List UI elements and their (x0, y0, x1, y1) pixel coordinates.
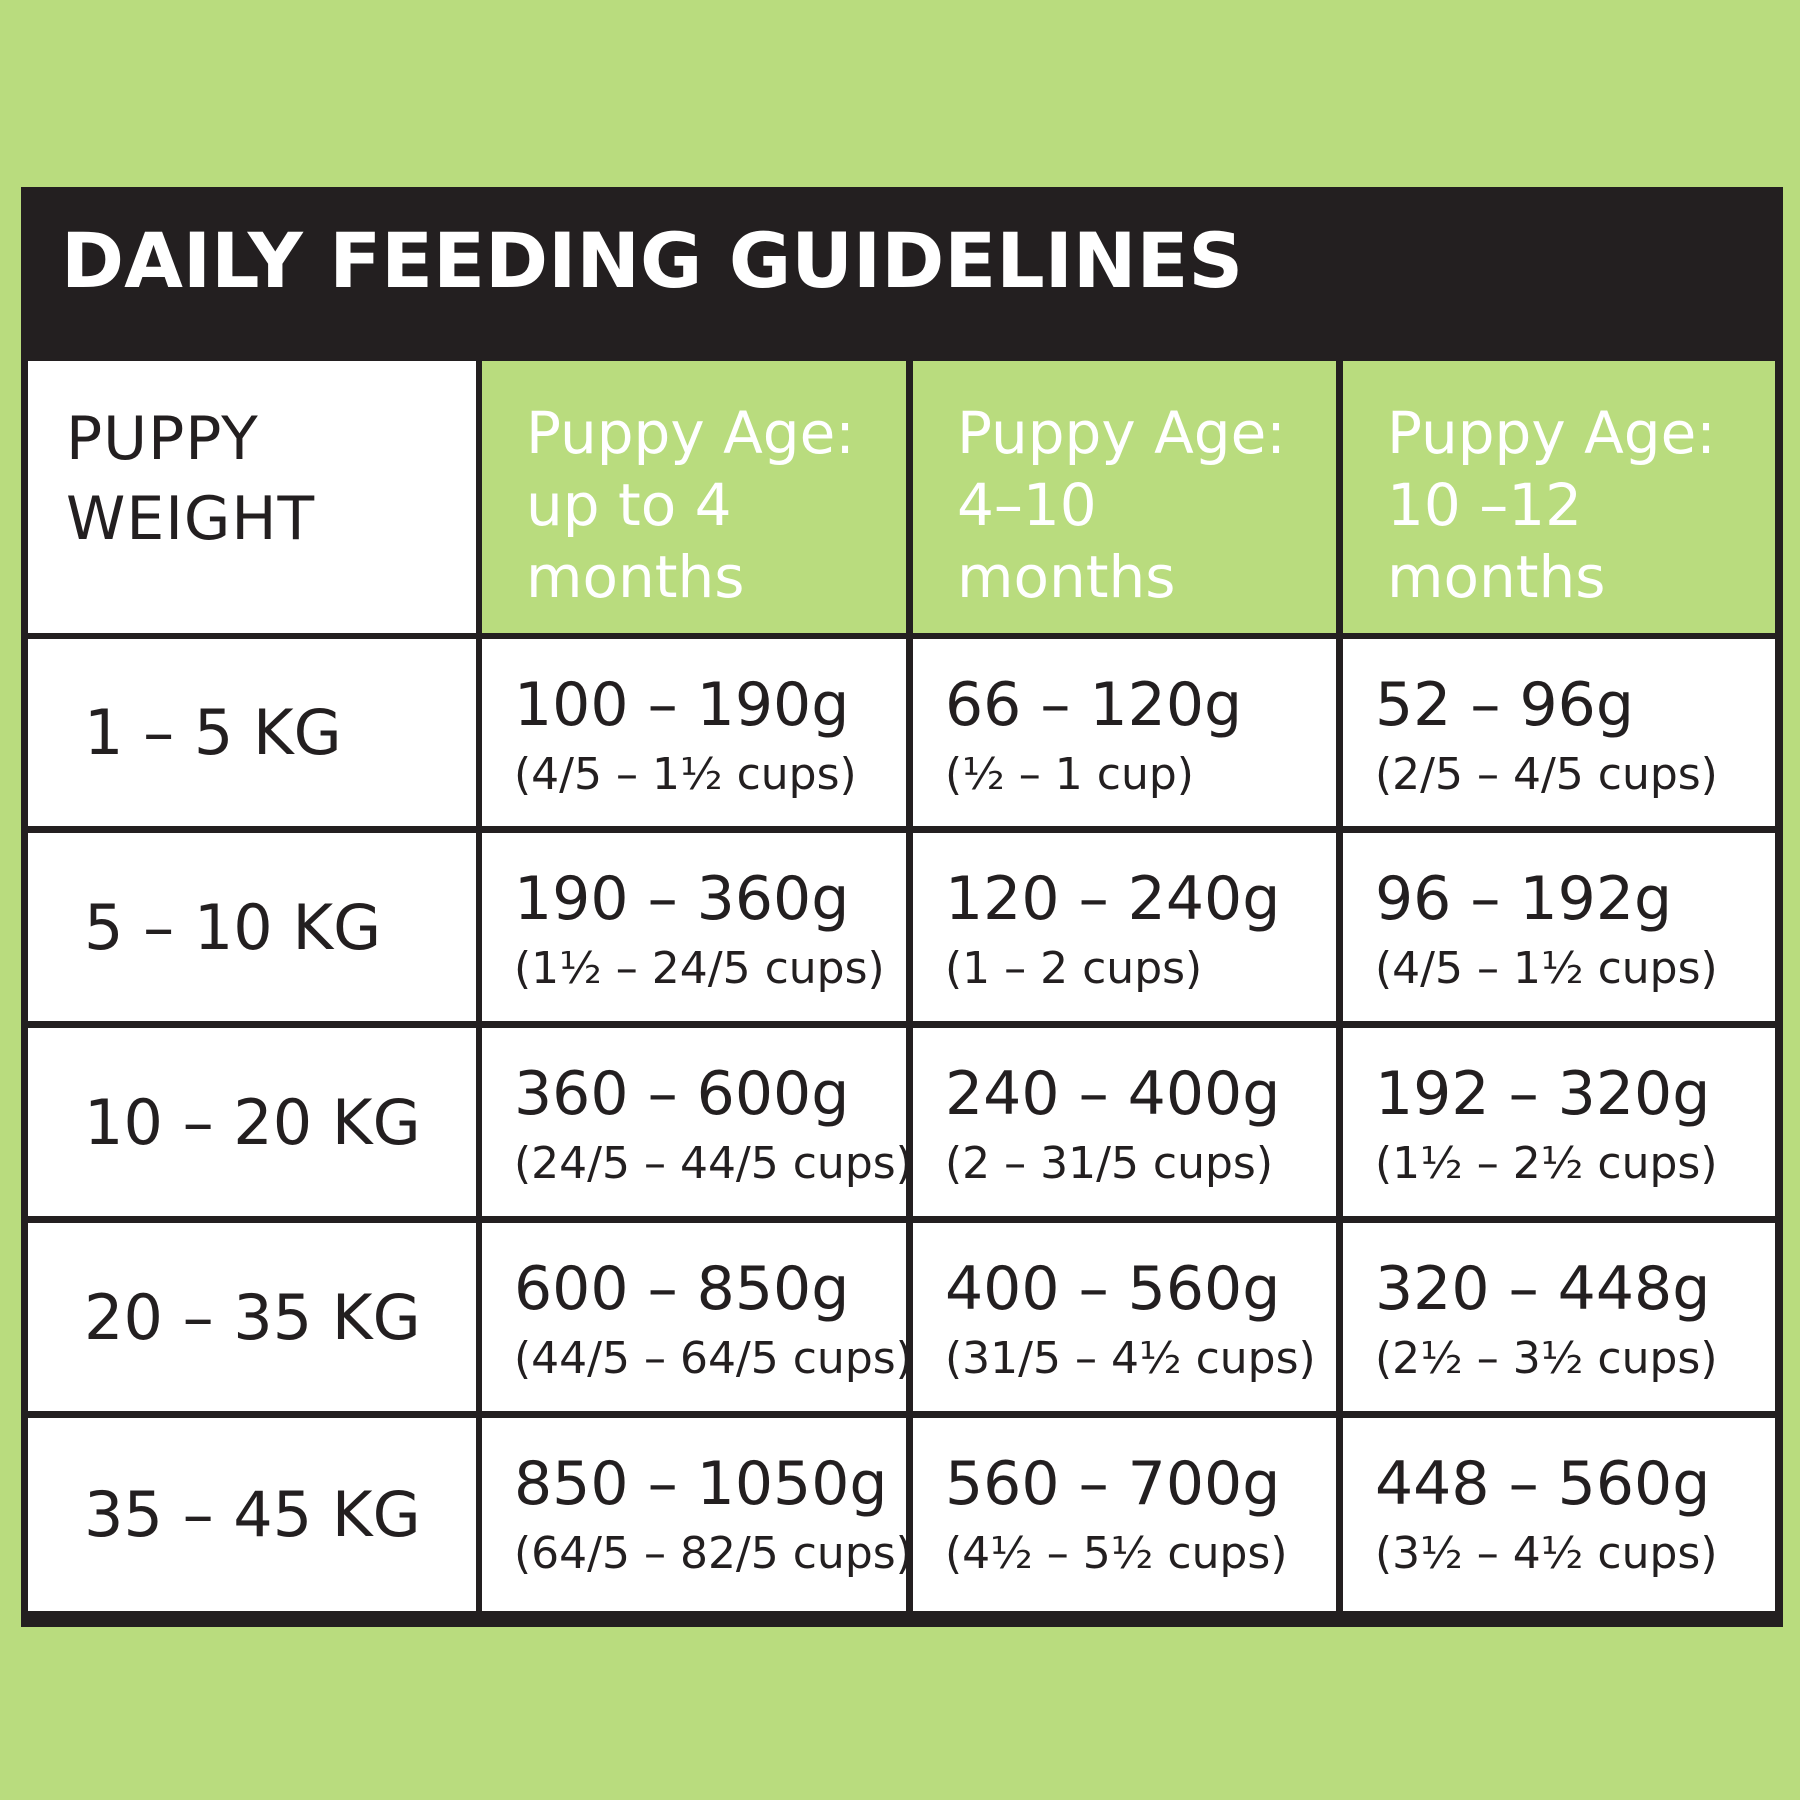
age-header-cell-2: Puppy Age: 4–10 months (913, 361, 1336, 633)
table-row-1-weight-cell: 1 – 5 KG (28, 639, 476, 826)
feeding-amount: 192 – 320g (1½ – 2½ cups) (1375, 1058, 1718, 1198)
weight-label: 10 – 20 KG (84, 1085, 421, 1159)
table-row-5-amount-cell-1: 850 – 1050g (64/5 – 82/5 cups) (482, 1418, 913, 1611)
grams-value: 448 – 560g (1375, 1449, 1711, 1519)
table-row-2-amount-cell-3: 96 – 192g (4/5 – 1½ cups) (1343, 833, 1775, 1021)
feeding-amount: 850 – 1050g (64/5 – 82/5 cups) (514, 1448, 913, 1588)
feeding-amount: 320 – 448g (2½ – 3½ cups) (1375, 1253, 1718, 1393)
feeding-amount: 360 – 600g (24/5 – 44/5 cups) (514, 1058, 913, 1198)
table-row-3-amount-cell-1: 360 – 600g (24/5 – 44/5 cups) (482, 1028, 913, 1216)
age-header-2-line-1: Puppy Age: (957, 399, 1286, 467)
weight-label: 35 – 45 KG (84, 1478, 421, 1551)
grams-value: 360 – 600g (514, 1059, 850, 1129)
cups-value: (31/5 – 4½ cups) (945, 1333, 1316, 1384)
cups-value: (64/5 – 82/5 cups) (514, 1528, 913, 1579)
grams-value: 192 – 320g (1375, 1059, 1711, 1129)
age-header-3-line-1: Puppy Age: (1387, 399, 1716, 467)
feeding-amount: 600 – 850g (44/5 – 64/5 cups) (514, 1253, 913, 1393)
table-row-1-amount-cell-2: 66 – 120g (½ – 1 cup) (913, 639, 1336, 826)
cups-value: (24/5 – 44/5 cups) (514, 1138, 913, 1189)
age-header-3: Puppy Age: 10 –12 months (1387, 397, 1716, 613)
age-header-2: Puppy Age: 4–10 months (957, 397, 1286, 613)
age-header-2-line-2: 4–10 (957, 471, 1097, 539)
table-row-5-amount-cell-3: 448 – 560g (3½ – 4½ cups) (1343, 1418, 1775, 1611)
table-row-4-amount-cell-1: 600 – 850g (44/5 – 64/5 cups) (482, 1223, 913, 1411)
cups-value: (2/5 – 4/5 cups) (1375, 749, 1718, 800)
age-header-1-line-3: months (526, 543, 745, 611)
feeding-amount: 96 – 192g (4/5 – 1½ cups) (1375, 863, 1718, 1003)
grams-value: 190 – 360g (514, 864, 850, 934)
grams-value: 400 – 560g (945, 1254, 1281, 1324)
corner-header-line-2: WEIGHT (66, 484, 316, 554)
grams-value: 66 – 120g (945, 670, 1243, 740)
puppy-weight-header: PUPPY WEIGHT (66, 399, 315, 559)
cups-value: (1 – 2 cups) (945, 943, 1203, 994)
feeding-amount: 400 – 560g (31/5 – 4½ cups) (945, 1253, 1316, 1393)
age-header-3-line-2: 10 –12 (1387, 471, 1583, 539)
age-header-1-line-1: Puppy Age: (526, 399, 855, 467)
grams-value: 120 – 240g (945, 864, 1281, 934)
cups-value: (4/5 – 1½ cups) (1375, 943, 1718, 994)
corner-header-line-1: PUPPY (66, 404, 259, 474)
table-row-4-amount-cell-3: 320 – 448g (2½ – 3½ cups) (1343, 1223, 1775, 1411)
grams-value: 240 – 400g (945, 1059, 1281, 1129)
cups-value: (2 – 31/5 cups) (945, 1138, 1274, 1189)
table-row-1-amount-cell-3: 52 – 96g (2/5 – 4/5 cups) (1343, 639, 1775, 826)
age-header-2-line-3: months (957, 543, 1176, 611)
corner-header-cell: PUPPY WEIGHT (28, 361, 476, 633)
age-header-1: Puppy Age: up to 4 months (526, 397, 855, 613)
table-row-2-amount-cell-1: 190 – 360g (1½ – 24/5 cups) (482, 833, 906, 1021)
feeding-guidelines-panel: DAILY FEEDING GUIDELINES PUPPY WEIGHT Pu… (21, 187, 1783, 1627)
grams-value: 850 – 1050g (514, 1449, 888, 1519)
weight-label: 5 – 10 KG (84, 890, 382, 964)
feeding-amount: 448 – 560g (3½ – 4½ cups) (1375, 1448, 1718, 1588)
grams-value: 320 – 448g (1375, 1254, 1711, 1324)
page-title: DAILY FEEDING GUIDELINES (61, 216, 1244, 305)
table-row-1-amount-cell-1: 100 – 190g (4/5 – 1½ cups) (482, 639, 906, 826)
cups-value: (4½ – 5½ cups) (945, 1528, 1288, 1579)
table-row-2-weight-cell: 5 – 10 KG (28, 833, 476, 1021)
table-row-5-weight-cell: 35 – 45 KG (28, 1418, 476, 1611)
age-header-cell-1: Puppy Age: up to 4 months (482, 361, 906, 633)
cups-value: (½ – 1 cup) (945, 749, 1194, 800)
feeding-amount: 52 – 96g (2/5 – 4/5 cups) (1375, 669, 1718, 809)
grams-value: 52 – 96g (1375, 670, 1634, 740)
cups-value: (3½ – 4½ cups) (1375, 1528, 1718, 1579)
cups-value: (1½ – 2½ cups) (1375, 1138, 1718, 1189)
cups-value: (1½ – 24/5 cups) (514, 943, 885, 994)
feeding-amount: 100 – 190g (4/5 – 1½ cups) (514, 669, 857, 809)
table-row-3-amount-cell-2: 240 – 400g (2 – 31/5 cups) (913, 1028, 1336, 1216)
cups-value: (4/5 – 1½ cups) (514, 749, 857, 800)
cups-value: (44/5 – 64/5 cups) (514, 1333, 913, 1384)
table-row-4-amount-cell-2: 400 – 560g (31/5 – 4½ cups) (913, 1223, 1336, 1411)
feeding-amount: 120 – 240g (1 – 2 cups) (945, 863, 1280, 1003)
grams-value: 600 – 850g (514, 1254, 850, 1324)
weight-label: 20 – 35 KG (84, 1280, 421, 1354)
weight-label: 1 – 5 KG (84, 696, 342, 769)
feeding-amount: 560 – 700g (4½ – 5½ cups) (945, 1448, 1288, 1588)
table-row-2-amount-cell-2: 120 – 240g (1 – 2 cups) (913, 833, 1336, 1021)
feeding-amount: 190 – 360g (1½ – 24/5 cups) (514, 863, 885, 1003)
age-header-1-line-2: up to 4 (526, 471, 732, 539)
grams-value: 96 – 192g (1375, 864, 1673, 934)
feeding-amount: 66 – 120g (½ – 1 cup) (945, 669, 1242, 809)
cups-value: (2½ – 3½ cups) (1375, 1333, 1718, 1384)
age-header-cell-3: Puppy Age: 10 –12 months (1343, 361, 1775, 633)
feeding-amount: 240 – 400g (2 – 31/5 cups) (945, 1058, 1280, 1198)
table-row-4-weight-cell: 20 – 35 KG (28, 1223, 476, 1411)
table-row-5-amount-cell-2: 560 – 700g (4½ – 5½ cups) (913, 1418, 1336, 1611)
table-row-3-amount-cell-3: 192 – 320g (1½ – 2½ cups) (1343, 1028, 1775, 1216)
table-row-3-weight-cell: 10 – 20 KG (28, 1028, 476, 1216)
grams-value: 100 – 190g (514, 670, 850, 740)
grams-value: 560 – 700g (945, 1449, 1281, 1519)
age-header-3-line-3: months (1387, 543, 1606, 611)
